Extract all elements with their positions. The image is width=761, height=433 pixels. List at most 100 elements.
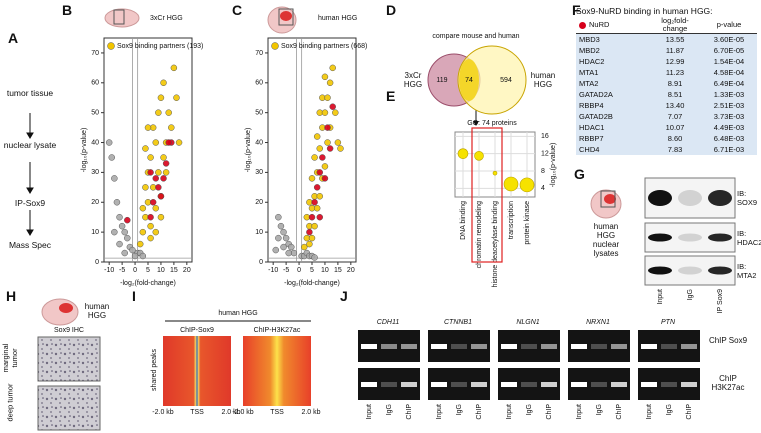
band <box>661 344 677 349</box>
table-cell: MBD2 <box>579 45 600 55</box>
x-tick-label: protein kinase <box>524 201 531 245</box>
table-row: MTA2 8.91 6.49E-04 <box>576 78 757 89</box>
gene-label: CTNNB1 <box>444 319 472 326</box>
data-point <box>275 213 282 221</box>
gene-label: PTN <box>661 319 676 326</box>
data-point <box>316 193 324 200</box>
band <box>501 382 517 387</box>
data-point <box>160 154 167 161</box>
ihc-image <box>37 336 101 382</box>
lane-label: ChIP <box>476 404 483 420</box>
data-point <box>139 252 147 260</box>
y-tick-label: 10 <box>91 229 99 236</box>
data-point <box>139 204 147 212</box>
y-tick-label: 20 <box>91 199 99 206</box>
table-cell: 12.99 <box>665 56 685 66</box>
go-title: GO: 74 proteins <box>467 120 517 127</box>
data-point <box>142 184 149 191</box>
data-point <box>142 145 149 152</box>
workflow-arrows <box>26 113 34 236</box>
table-cell: 8.60 <box>667 133 683 143</box>
data-point <box>152 204 160 212</box>
x-tick-label: 20 <box>183 267 191 274</box>
y-tick-label: 40 <box>91 139 99 146</box>
band <box>648 190 672 206</box>
x-tick-label: histone deacetylase binding <box>492 201 499 288</box>
data-point <box>329 64 336 72</box>
data-point <box>131 252 139 260</box>
table-cell: 11.23 <box>665 67 685 77</box>
data-point <box>121 228 128 236</box>
legend-label: NuRD <box>589 20 610 29</box>
band <box>501 344 517 349</box>
x-tick-label: chromatin remodeling <box>476 201 483 268</box>
band <box>681 344 697 349</box>
data-point <box>144 124 152 131</box>
band <box>361 344 377 349</box>
y-axis-label: -log₁₀(p-value) <box>550 143 557 188</box>
table-cell: p-value <box>716 20 742 29</box>
y-tick-label: 20 <box>255 199 263 206</box>
band <box>381 382 397 387</box>
data-point <box>124 216 131 224</box>
y-tick-label: 4 <box>541 185 545 192</box>
band <box>708 266 732 275</box>
nurd-table-block: Sox9-NuRD binding in human HGG: NuRD log₂f… <box>576 6 759 155</box>
table-cell: 11.87 <box>665 45 685 55</box>
data-point <box>155 169 162 176</box>
data-point <box>277 222 285 230</box>
panel-label: H <box>6 288 17 304</box>
workflow-step: Mass Spec <box>8 240 52 250</box>
table-cell: 8.91 <box>667 78 683 88</box>
data-point <box>324 124 331 131</box>
table-cell: 3.73E-03 <box>713 111 745 121</box>
data-point <box>147 222 154 230</box>
lane-label: ChIP <box>406 404 413 420</box>
workflow-step: nuclear lysate <box>3 140 57 150</box>
data-point <box>311 199 318 206</box>
data-point <box>337 145 344 152</box>
x-tick-label: -2.0 kb <box>232 409 254 416</box>
data-point <box>160 79 167 87</box>
sample-label: human HGG <box>84 302 110 320</box>
data-point <box>313 133 321 140</box>
legend-marker <box>107 42 115 50</box>
table-cell: 3.60E-05 <box>713 34 745 44</box>
data-point <box>311 254 318 261</box>
legend-marker <box>579 21 586 29</box>
table-cell: 7.83 <box>667 144 683 154</box>
data-point <box>121 249 128 257</box>
lane-label: IgG <box>456 404 463 415</box>
band <box>451 344 467 349</box>
venn-count: 594 <box>500 77 512 84</box>
bubble <box>492 170 498 176</box>
workflow-step: tumor tissue <box>6 88 54 98</box>
lane-label: IgG <box>687 289 694 300</box>
table-cell: RBBP7 <box>579 133 604 143</box>
lane-label: IgG <box>386 404 393 415</box>
band <box>611 344 627 349</box>
lane-label: Input <box>576 404 583 420</box>
y-axis-label: -log₁₀(p-value) <box>81 128 88 173</box>
data-point <box>329 103 336 110</box>
band <box>611 382 627 387</box>
data-point <box>147 213 154 221</box>
data-point <box>157 193 165 200</box>
bubble <box>503 176 519 192</box>
legend-label: Sox9 binding partners (668) <box>281 43 367 50</box>
x-tick-label: -5 <box>119 267 125 274</box>
panel-label: I <box>132 288 136 304</box>
lane-label: Input <box>366 404 373 420</box>
data-point <box>139 228 147 236</box>
venn-count: 74 <box>465 77 473 84</box>
table-cell: NuRD <box>576 17 649 34</box>
x-tick-label: -2.0 kb <box>152 409 174 416</box>
workflow-step: IP-Sox9 <box>14 198 46 208</box>
data-point <box>313 204 321 212</box>
data-point <box>321 175 329 182</box>
x-tick-label: 5 <box>146 267 150 274</box>
table-cell: RBBP4 <box>579 100 604 110</box>
data-point <box>306 228 313 236</box>
